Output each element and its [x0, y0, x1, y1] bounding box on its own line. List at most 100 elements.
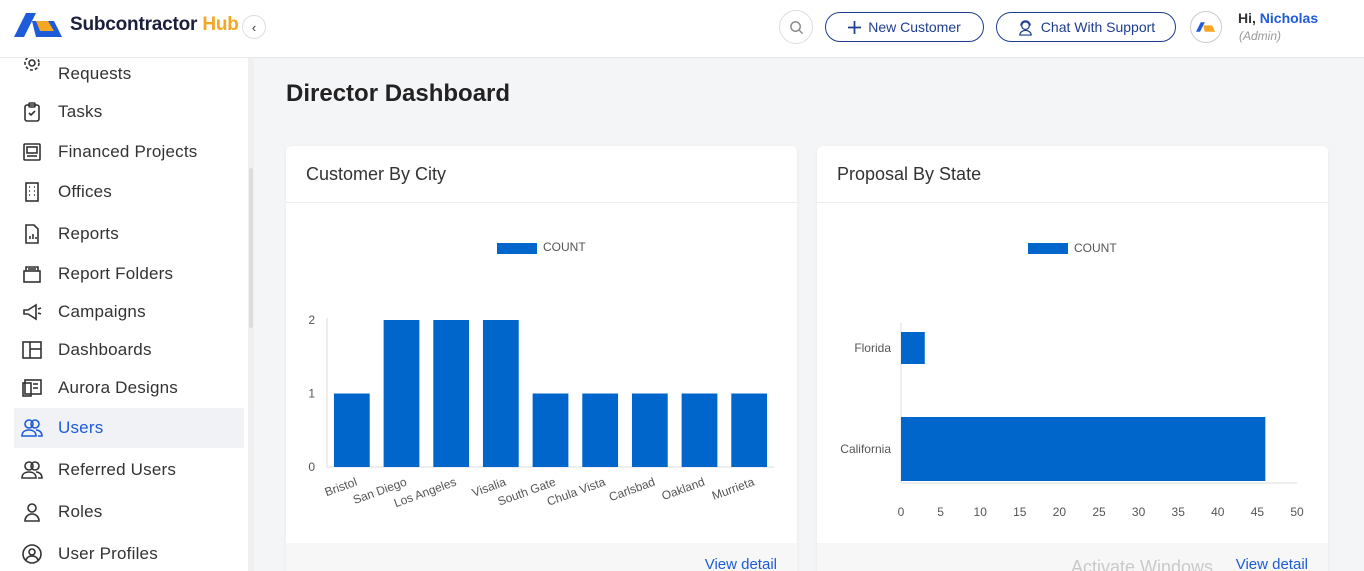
- search-icon: [789, 20, 803, 34]
- page-title: Director Dashboard: [286, 80, 511, 107]
- bar: [582, 393, 619, 467]
- document-icon: [21, 141, 43, 163]
- customer-by-city-card: Customer By City COUNT 0 1 2 Bristol San Dieg…: [286, 146, 797, 571]
- chevron-left-icon: ‹: [251, 19, 257, 35]
- y-tick-label: 1: [308, 387, 315, 401]
- sidebar-item-referred-users[interactable]: Referred Users: [14, 450, 244, 490]
- building-icon: [21, 181, 43, 203]
- card-title: Proposal By State: [837, 164, 982, 184]
- clipboard-icon: [21, 101, 43, 123]
- sidebar-item-label: Requests: [58, 64, 132, 83]
- x-tick-label: Oakland: [660, 475, 707, 503]
- sidebar-item-aurora-designs[interactable]: Aurora Designs: [14, 368, 244, 408]
- sidebar-item-requests[interactable]: Requests: [14, 55, 244, 92]
- sidebar-item-label: Dashboards: [58, 340, 152, 359]
- proposal-by-state-card: Proposal By State COUNT 0 5 10 15 20 25 30 35 40 4…: [817, 146, 1328, 571]
- sidebar-item-label: Roles: [58, 502, 103, 521]
- search-button[interactable]: [779, 10, 813, 44]
- sidebar-item-user-profiles[interactable]: User Profiles: [14, 534, 244, 571]
- y-tick-label: 2: [308, 313, 315, 327]
- user-greeting[interactable]: Hi, Nicholas: [1238, 10, 1319, 26]
- referred-users-icon: [21, 459, 43, 481]
- chat-support-label: Chat With Support: [1040, 19, 1156, 35]
- user-avatar[interactable]: [1190, 11, 1222, 43]
- top-header: Subcontractor Hub ‹ New Customer Chat Wi…: [0, 0, 1364, 58]
- x-tick-label: 35: [1172, 505, 1186, 519]
- view-detail-link[interactable]: View detail: [1235, 556, 1308, 571]
- bar: [433, 320, 470, 467]
- app-logo[interactable]: Subcontractor Hub: [14, 11, 239, 39]
- x-tick-label: 20: [1053, 505, 1067, 519]
- sidebar-collapse-button[interactable]: ‹: [242, 15, 266, 39]
- folder-icon: [21, 263, 43, 285]
- windows-activation-watermark: Activate Windows: [1071, 557, 1214, 571]
- logo-mark-icon: [14, 13, 62, 37]
- bar: [532, 393, 569, 467]
- sidebar-item-dashboards[interactable]: Dashboards: [14, 330, 244, 370]
- sidebar-item-users[interactable]: Users: [14, 408, 244, 448]
- bar: [631, 393, 668, 467]
- sidebar-item-report-folders[interactable]: Report Folders: [14, 254, 244, 294]
- x-tick-label: 5: [937, 505, 944, 519]
- sidebar-item-roles[interactable]: Roles: [14, 492, 244, 532]
- report-icon: [21, 223, 43, 245]
- sidebar-item-financed-projects[interactable]: Financed Projects: [14, 132, 244, 172]
- sidebar-scrollbar-thumb[interactable]: [249, 168, 253, 328]
- plus-icon: [848, 20, 862, 34]
- card-footer: [817, 543, 1328, 571]
- new-customer-label: New Customer: [868, 19, 961, 35]
- x-tick-label: 45: [1251, 505, 1265, 519]
- x-tick-label: Murrieta: [710, 475, 756, 503]
- support-agent-icon: [1017, 19, 1034, 36]
- legend-label: COUNT: [1074, 241, 1117, 255]
- sidebar-item-label: Offices: [58, 182, 112, 201]
- megaphone-icon: [21, 301, 43, 323]
- view-detail-link[interactable]: View detail: [704, 556, 777, 571]
- sidebar-item-label: Users: [58, 418, 104, 437]
- user-icon: [21, 501, 43, 523]
- y-tick-label: 0: [308, 460, 315, 474]
- avatar-logo-icon: [1196, 22, 1216, 32]
- card-divider: [817, 202, 1328, 203]
- card-divider: [286, 202, 797, 203]
- user-role: (Admin): [1239, 29, 1282, 43]
- bar: [901, 332, 925, 364]
- y-tick-label: Florida: [854, 341, 891, 355]
- sidebar-item-tasks[interactable]: Tasks: [14, 92, 244, 132]
- chat-support-button[interactable]: Chat With Support: [996, 12, 1176, 42]
- sidebar-item-label: Referred Users: [58, 460, 177, 479]
- sidebar-scrollbar[interactable]: [248, 58, 254, 571]
- x-tick-label: 25: [1092, 505, 1106, 519]
- legend-swatch: [1028, 243, 1068, 254]
- proposal-by-state-chart: COUNT 0 5 10 15 20 25 30 35 40 45 50 Florida Californ…: [840, 241, 1304, 519]
- legend-label: COUNT: [543, 240, 586, 254]
- x-tick-label: 15: [1013, 505, 1027, 519]
- bar: [731, 393, 768, 467]
- x-tick-label: 40: [1211, 505, 1225, 519]
- users-icon: [21, 417, 43, 439]
- sidebar: Requests Tasks Financed Projects Offices…: [0, 55, 248, 571]
- sidebar-item-label: Campaigns: [58, 302, 146, 321]
- sidebar-item-label: Financed Projects: [58, 142, 198, 161]
- y-tick-label: California: [840, 442, 891, 456]
- sidebar-item-label: Reports: [58, 224, 119, 243]
- sidebar-item-label: Report Folders: [58, 264, 174, 283]
- sidebar-item-offices[interactable]: Offices: [14, 172, 244, 212]
- sidebar-item-label: User Profiles: [58, 544, 158, 563]
- sidebar-item-label: Aurora Designs: [58, 378, 178, 397]
- dashboard-icon: [21, 339, 43, 361]
- sidebar-item-reports[interactable]: Reports: [14, 214, 244, 254]
- design-icon: [21, 377, 43, 399]
- bar: [681, 393, 718, 467]
- x-tick-label: 10: [974, 505, 988, 519]
- new-customer-button[interactable]: New Customer: [825, 12, 984, 42]
- card-title: Customer By City: [306, 164, 447, 184]
- sidebar-item-campaigns[interactable]: Campaigns: [14, 292, 244, 332]
- user-profile-icon: [21, 543, 43, 565]
- legend-swatch: [497, 243, 537, 254]
- bar: [333, 393, 370, 467]
- bar: [901, 417, 1266, 481]
- card-footer: [286, 543, 797, 571]
- bar: [482, 320, 519, 467]
